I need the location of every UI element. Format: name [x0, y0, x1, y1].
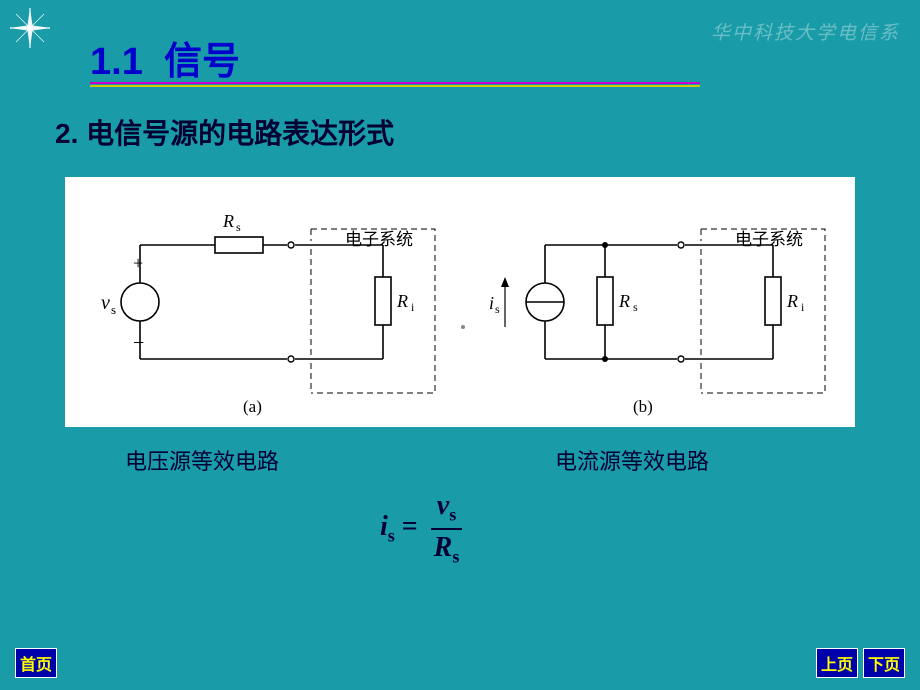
eq-lhs-var: i	[380, 511, 388, 542]
nav-prev-button[interactable]: 上页	[816, 648, 858, 678]
caption-right: 电流源等效电路	[555, 444, 709, 476]
circuit-a: v s + − R s R i	[101, 211, 435, 416]
vs-label: v	[101, 292, 110, 314]
eq-num-sub: s	[449, 505, 456, 525]
circuit-diagram-box: v s + − R s R i	[65, 177, 855, 427]
nav-home-button[interactable]: 首页	[15, 648, 57, 678]
section-title: 1.1 信号	[90, 30, 240, 85]
eq-lhs-sub: s	[388, 526, 395, 546]
ri-b-label: R	[786, 291, 798, 311]
caption-left: 电压源等效电路	[125, 444, 279, 476]
svg-text:s: s	[236, 220, 241, 234]
plus-label: +	[133, 253, 143, 273]
section-number: 1.1	[90, 41, 143, 83]
rs-b-label: R	[618, 291, 630, 311]
eq-num-var: v	[437, 490, 449, 521]
nav-next-button[interactable]: 下页	[863, 648, 905, 678]
corner-star-icon	[10, 8, 50, 48]
system-a-label: 电子系统	[345, 230, 413, 249]
circuit-svg: v s + − R s R i	[65, 177, 855, 427]
ri-a-label: R	[396, 291, 408, 311]
svg-text:s: s	[495, 302, 500, 316]
section-name: 信号	[164, 41, 240, 83]
eq-equals: =	[402, 511, 425, 542]
vs-sub: s	[111, 302, 116, 317]
subtitle: 2. 电信号源的电路表达形式	[55, 112, 394, 152]
watermark-text: 华中科技大学电信系	[711, 18, 900, 45]
svg-text:i: i	[801, 300, 805, 314]
equation: is = vs Rs	[380, 490, 462, 567]
subtitle-number: 2.	[55, 118, 78, 149]
eq-den-sub: s	[452, 546, 459, 566]
system-b-label: 电子系统	[735, 230, 803, 249]
label-a: (a)	[243, 397, 262, 416]
circuit-b: i s R s R i	[489, 229, 825, 416]
rs-a-label: R	[222, 211, 234, 231]
is-label: i	[489, 293, 494, 313]
title-underline	[90, 82, 700, 88]
eq-den-var: R	[434, 532, 453, 563]
minus-label: −	[133, 332, 144, 354]
subtitle-text: 电信号源的电路表达形式	[86, 118, 394, 149]
svg-text:i: i	[411, 300, 415, 314]
label-b: (b)	[633, 397, 653, 416]
svg-text:s: s	[633, 300, 638, 314]
